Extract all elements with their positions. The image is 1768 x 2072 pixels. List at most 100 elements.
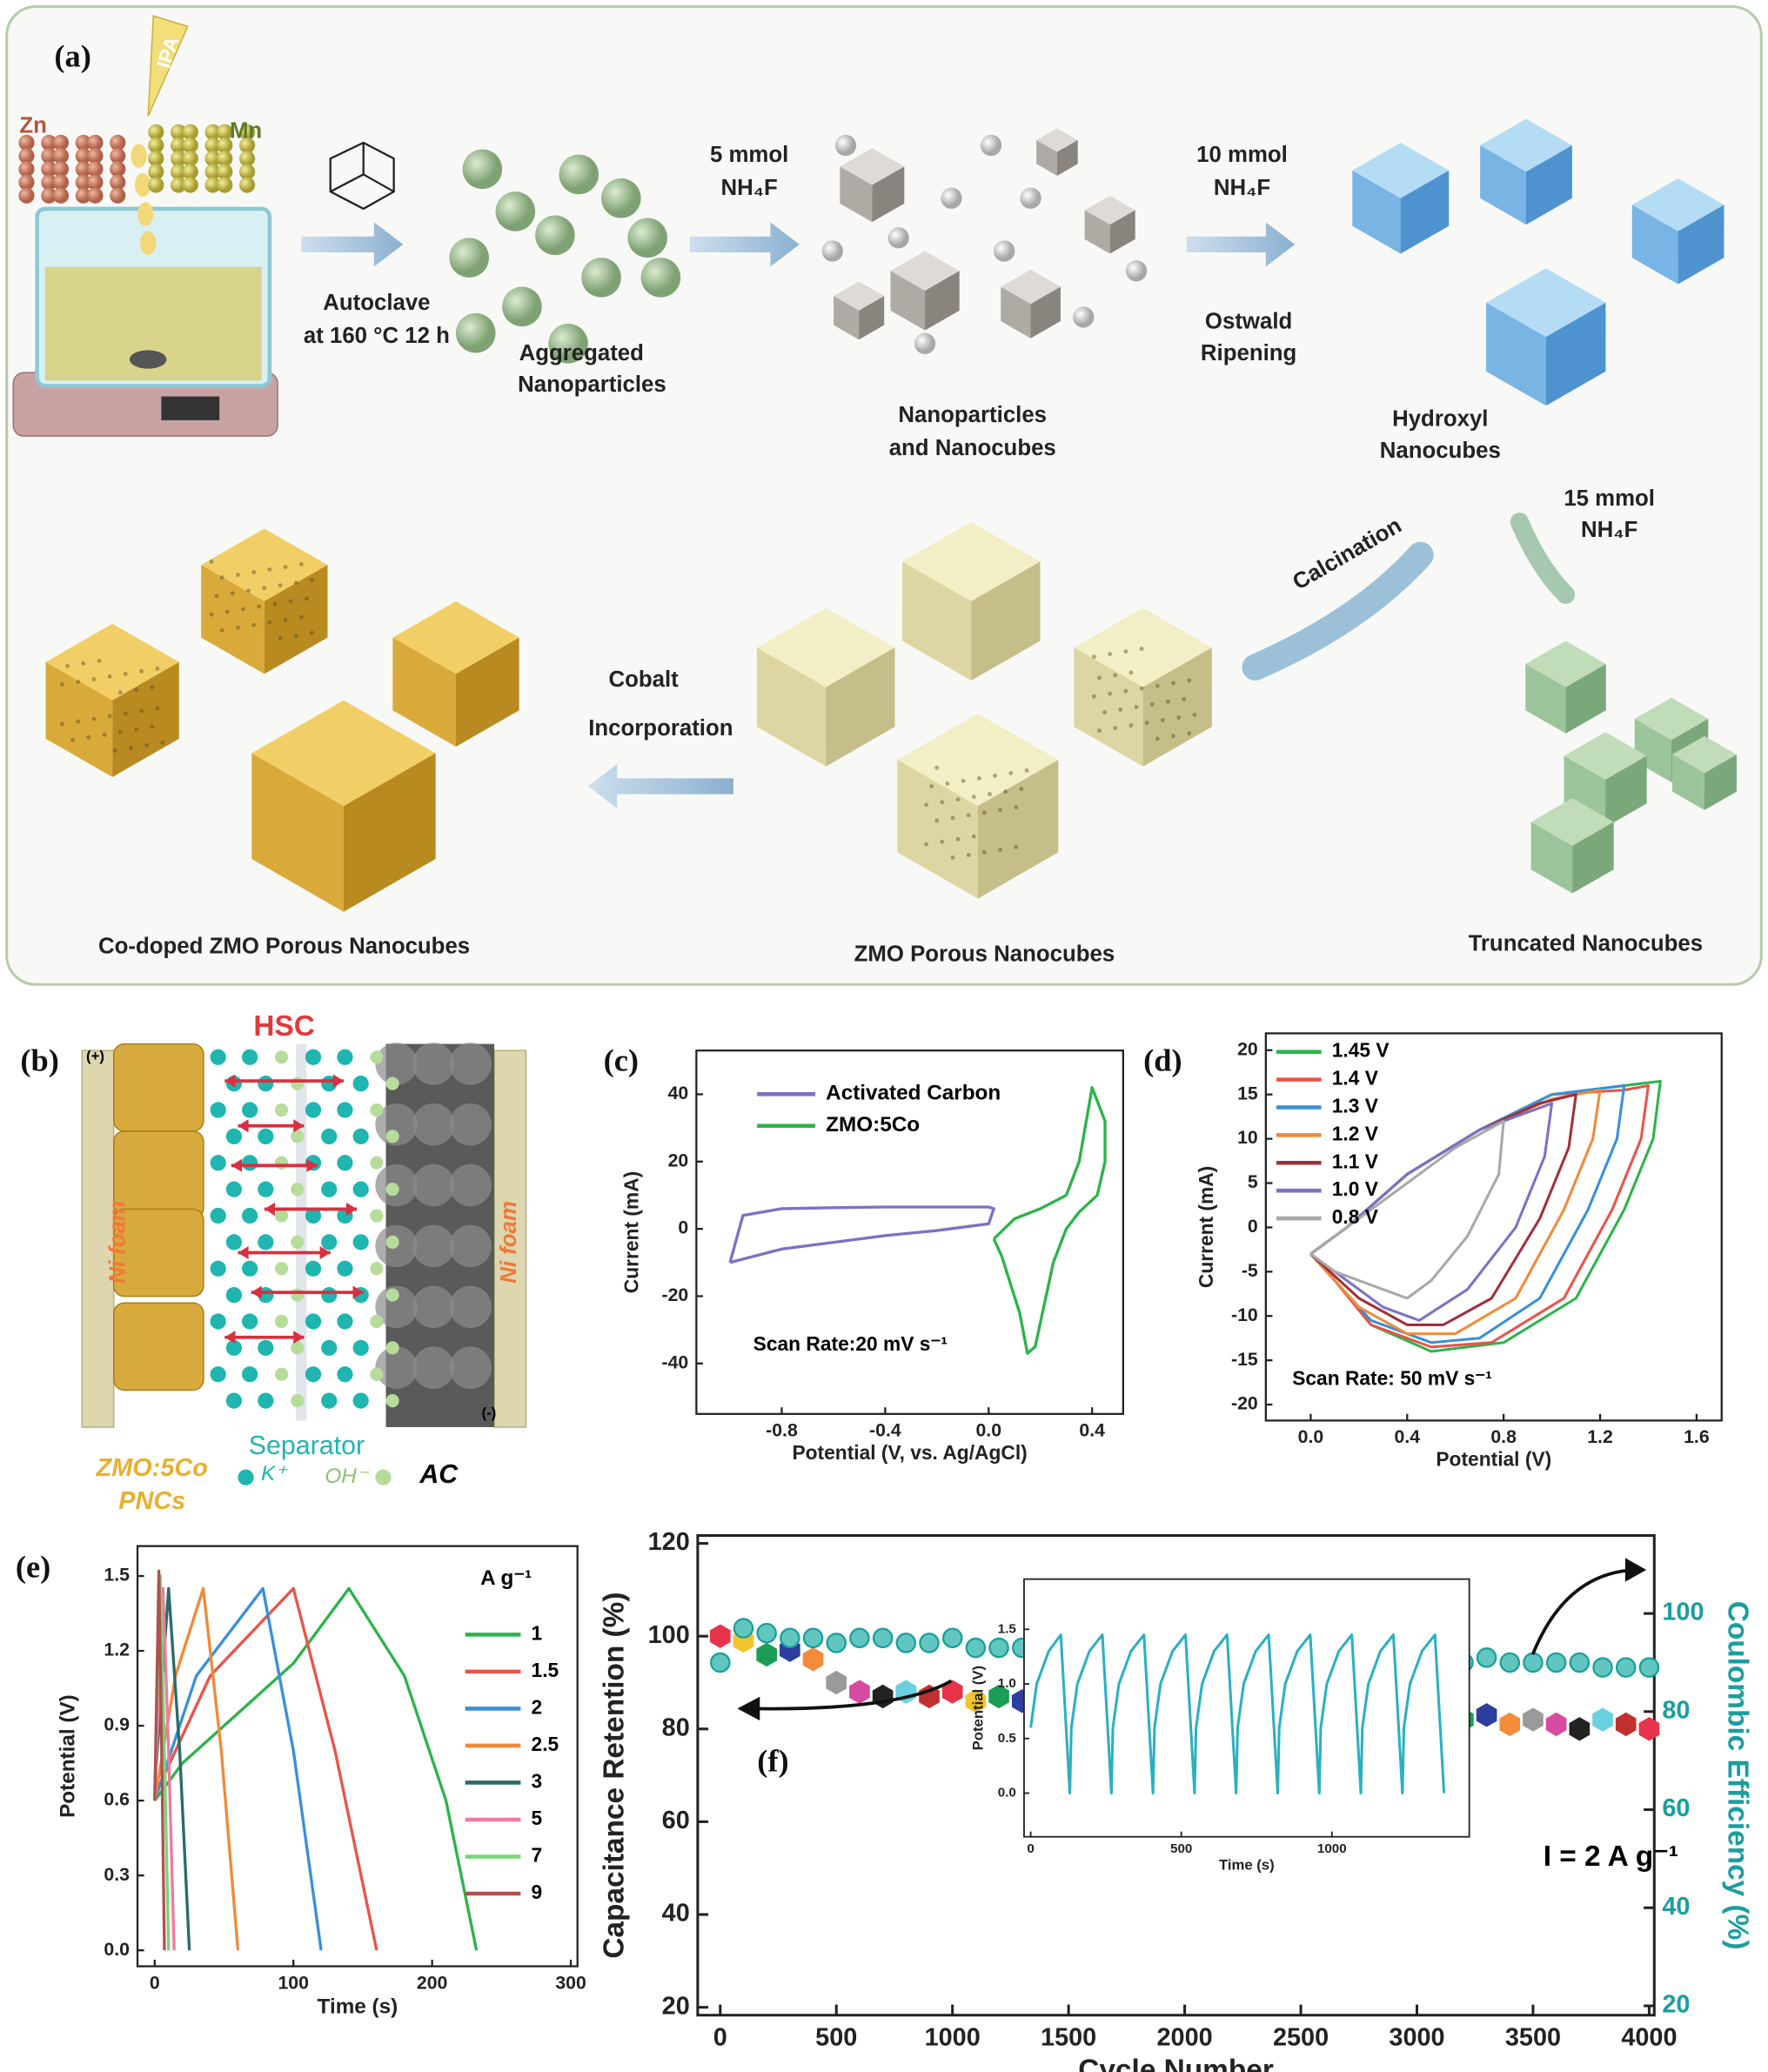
process-arrow (301, 222, 404, 267)
codoped-nanocube (456, 637, 519, 747)
trend-arrow (737, 1696, 760, 1721)
plot-frame (1264, 1032, 1723, 1422)
pore (155, 706, 160, 711)
data-line (153, 1586, 176, 1951)
step-label: 5 mmol (710, 143, 788, 167)
pore (272, 601, 278, 607)
product-label: Truncated Nanocubes (1469, 932, 1704, 956)
k-ion (225, 1128, 243, 1145)
y-tick-label: 120 (648, 1528, 690, 1556)
k-ion (337, 1260, 353, 1277)
nanoparticle (640, 258, 681, 298)
ac-flake (449, 1043, 492, 1085)
pore (144, 743, 150, 748)
k-ion (352, 1234, 369, 1251)
k-ion (225, 1339, 243, 1356)
mn-particle (238, 137, 256, 154)
zn-particle (110, 187, 126, 204)
pore (1128, 723, 1134, 728)
panel-label: (b) (20, 1043, 59, 1078)
product-label: Nanocubes (1380, 439, 1501, 463)
pore (107, 674, 112, 679)
pore (976, 775, 981, 781)
truncated-nanocube (1565, 664, 1606, 734)
pore (139, 668, 144, 674)
pore (971, 834, 976, 839)
y-tick-label: 0.3 (104, 1864, 130, 1885)
zn-particle (110, 174, 126, 191)
y-tick-label: -5 (1242, 1260, 1258, 1281)
pore (1108, 652, 1113, 657)
nanocube (834, 281, 885, 311)
mn-particle (238, 124, 256, 140)
k-ion (210, 1207, 226, 1224)
product-label: and Nanocubes (889, 436, 1056, 460)
device-label: (-) (482, 1405, 497, 1421)
x-tick-label: 1.6 (1684, 1426, 1710, 1447)
y-tick-label: 20 (668, 1150, 689, 1170)
porous-nanocube (1142, 647, 1212, 767)
k-ion (225, 1234, 243, 1251)
device-label: PNCs (118, 1487, 185, 1515)
x-tick-label: 300 (555, 1972, 586, 1993)
pore (988, 792, 992, 797)
panel-label: (a) (54, 39, 91, 74)
pore (236, 625, 240, 630)
ac-flake (412, 1346, 455, 1389)
pore (950, 815, 955, 821)
pore (150, 724, 155, 729)
oh-ion (291, 1235, 305, 1249)
oh-ion (274, 1367, 289, 1381)
codoped-nanocube (251, 753, 344, 912)
plot-frame (136, 1545, 579, 1968)
k-ion (225, 1287, 243, 1304)
pore (929, 784, 934, 788)
pore (102, 732, 107, 737)
oh-ion (385, 1183, 399, 1197)
efficiency-marker (1523, 1652, 1544, 1673)
efficiency-marker (710, 1652, 731, 1673)
chart: 0.0 0.4 0.8 1.2 1.6 -20 -15 -10 -5 0 5 10 15 20 Potent… (1143, 1032, 1723, 1471)
x-tick-label: 0.8 (1490, 1426, 1517, 1447)
zn-particle (18, 187, 35, 204)
retention-marker (1638, 1717, 1660, 1741)
nanoparticle (449, 238, 489, 278)
pore (940, 839, 945, 844)
nanocube (1109, 210, 1135, 254)
k-ion (305, 1049, 322, 1065)
nanoparticle (994, 240, 1015, 262)
retention-marker (965, 1689, 987, 1713)
k-ion (210, 1366, 226, 1383)
ac-flake (449, 1224, 492, 1268)
nanoparticle (887, 227, 909, 249)
mn-particle (171, 124, 187, 140)
pore (1118, 707, 1123, 712)
data-line (1309, 1102, 1554, 1322)
legend-label: 2.5 (532, 1733, 559, 1755)
pore (251, 622, 257, 627)
y-tick-label: -15 (1231, 1349, 1258, 1370)
nanoparticle (914, 332, 936, 354)
data-line (153, 1569, 166, 1951)
oh-ion (370, 1050, 384, 1064)
nanoparticle (1020, 187, 1041, 209)
legend-label: 1.45 V (1332, 1039, 1390, 1062)
legend-label: 1.1 V (1332, 1150, 1379, 1172)
y-tick-label: 20 (1237, 1038, 1258, 1059)
mn-particle (171, 177, 187, 193)
process-arrow (587, 763, 733, 809)
oh-ion (370, 1103, 384, 1117)
pore (950, 855, 955, 860)
pore (134, 727, 138, 732)
y-tick-label: 10 (1237, 1127, 1258, 1148)
nanoparticle (559, 154, 599, 195)
codoped-nanocube (343, 753, 436, 912)
process-arrow (1510, 513, 1576, 604)
pore (1014, 805, 1019, 810)
nanoparticle (601, 178, 641, 218)
y-tick-label: 100 (648, 1621, 690, 1649)
pore (971, 795, 976, 800)
pore (293, 580, 298, 586)
pore (1134, 704, 1139, 709)
hydroxyl-nanocube (1400, 170, 1450, 254)
